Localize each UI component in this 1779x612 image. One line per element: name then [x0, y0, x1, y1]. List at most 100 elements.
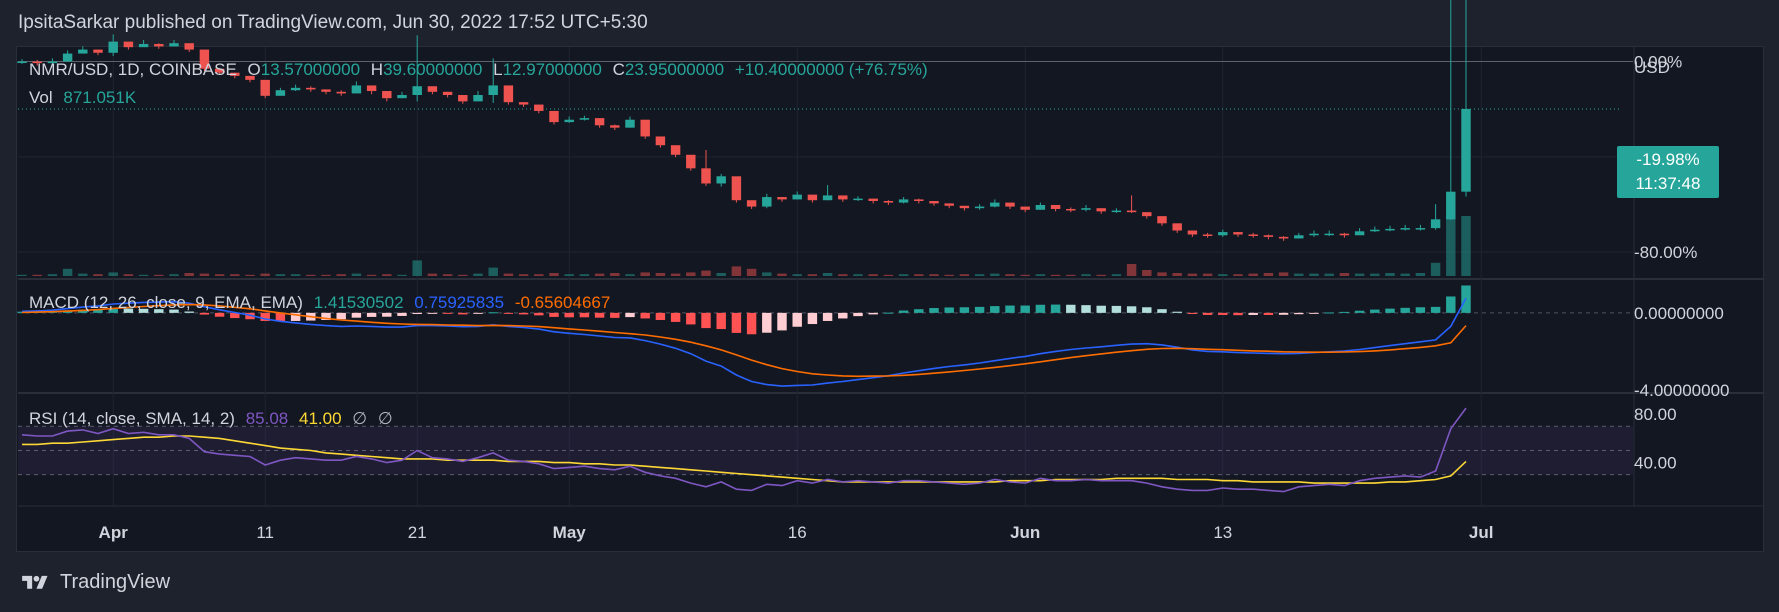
candle-body: [792, 194, 802, 200]
macd-histogram-bar: [518, 312, 529, 315]
macd-signal-value: -0.65604667: [514, 293, 611, 312]
volume-bar: [1385, 273, 1395, 276]
volume-bar: [777, 273, 787, 276]
volume-bar: [1172, 273, 1182, 276]
volume-bar: [1142, 270, 1152, 276]
macd-histogram-bar: [503, 312, 514, 314]
close-value: 23.95000000: [624, 60, 725, 79]
volume-bar: [184, 273, 194, 276]
volume-bar: [1126, 264, 1137, 276]
volume-bar: [1354, 273, 1365, 276]
candle-body: [625, 119, 635, 128]
volume-bar: [518, 274, 529, 276]
time-tick-label: May: [553, 523, 587, 542]
volume-bar: [230, 274, 240, 276]
macd-histogram-bar: [777, 312, 787, 331]
macd-histogram-bar: [442, 312, 453, 314]
candle-body: [32, 61, 42, 64]
volume-bar: [1309, 273, 1319, 276]
candle-body: [488, 85, 498, 96]
volume-bar: [306, 274, 316, 276]
macd-histogram-bar: [990, 306, 1000, 313]
volume-bar: [123, 274, 134, 276]
macd-histogram-bar: [1278, 312, 1289, 315]
candle-layer: [17, 0, 1471, 241]
candle-body: [169, 43, 179, 47]
candle-body: [1278, 236, 1289, 239]
rsi-band-fill: [18, 426, 1633, 475]
candle-body: [93, 49, 103, 53]
macd-histogram-bar: [1354, 310, 1365, 313]
volume-bar: [1202, 273, 1213, 276]
candle-body: [1126, 210, 1137, 213]
candle-body: [853, 198, 863, 201]
volume-bar: [503, 273, 514, 276]
macd-histogram-bar: [701, 312, 711, 329]
macd-histogram-bar: [1126, 306, 1137, 313]
macd-histogram-bar: [914, 309, 924, 313]
macd-histogram-bar: [929, 308, 939, 313]
candle-body: [1339, 233, 1350, 236]
open-label: O: [247, 60, 261, 79]
rsi-legend[interactable]: RSI (14, close, SMA, 14, 2) 85.08 41.00 …: [29, 409, 399, 429]
volume-bar: [199, 273, 210, 276]
candle-body: [1142, 212, 1152, 217]
macd-histogram-bar: [883, 312, 894, 314]
candle-body: [974, 206, 985, 209]
rsi-na-1: ∅: [352, 409, 368, 428]
symbol-label[interactable]: NMR/USD, 1D, COINBASE: [29, 60, 237, 79]
volume-bar: [838, 274, 848, 276]
macd-histogram-bar: [1096, 305, 1106, 313]
candle-body: [549, 110, 559, 123]
macd-legend[interactable]: MACD (12, 26, close, 9, EMA, EMA) 1.4153…: [29, 293, 616, 313]
candle-body: [534, 104, 544, 111]
volume-bar: [290, 274, 301, 276]
macd-histogram-bar: [838, 312, 848, 319]
candle-body: [1187, 230, 1198, 235]
macd-histogram-bar: [1400, 307, 1410, 313]
rsi-ma-value: 41.00: [298, 409, 342, 428]
macd-histogram-bar: [199, 312, 210, 315]
candle-body: [123, 41, 134, 48]
macd-histogram-bar: [1005, 305, 1015, 313]
volume-bar: [1324, 273, 1334, 276]
rsi-na-2: ∅: [377, 409, 393, 428]
macd-histogram-bar: [108, 308, 118, 313]
volume-bar: [564, 274, 574, 276]
candle-body: [184, 43, 194, 50]
volume-bar: [1263, 273, 1274, 276]
volume-bar: [1096, 274, 1106, 276]
volume-legend[interactable]: Vol 871.051K: [29, 88, 142, 108]
macd-tick-label: -4.00000000: [1634, 381, 1729, 400]
candle-body: [275, 90, 286, 96]
volume-value: 871.051K: [63, 88, 137, 107]
macd-histogram-bar: [1263, 312, 1274, 315]
volume-bar: [549, 273, 559, 276]
candle-body: [290, 87, 301, 91]
chart-frame[interactable]: [16, 46, 1764, 552]
volume-bar: [1446, 216, 1456, 276]
macd-histogram-bar: [458, 312, 468, 315]
candle-body: [929, 201, 939, 204]
macd-histogram-bar: [1020, 305, 1030, 313]
volume-bar: [275, 274, 286, 276]
candle-body: [503, 85, 514, 103]
candle-body: [1202, 234, 1213, 236]
macd-histogram-bar: [336, 312, 346, 320]
volume-bar: [1248, 273, 1258, 276]
candle-body: [822, 195, 833, 201]
macd-histogram-bar: [184, 311, 194, 313]
candle-body: [990, 202, 1000, 207]
candle-body: [716, 176, 726, 184]
candle-body: [579, 118, 590, 120]
volume-bar: [929, 274, 939, 276]
main-legend[interactable]: NMR/USD, 1D, COINBASE O13.57000000 H39.6…: [29, 60, 934, 80]
high-value: 39.60000000: [383, 60, 483, 79]
candle-body: [1248, 234, 1258, 236]
macd-histogram-bar: [944, 307, 954, 313]
volume-bar: [382, 274, 392, 276]
candle-body: [1324, 233, 1334, 236]
candle-body: [610, 125, 620, 128]
candle-body: [838, 195, 848, 200]
volume-bar: [716, 273, 726, 276]
